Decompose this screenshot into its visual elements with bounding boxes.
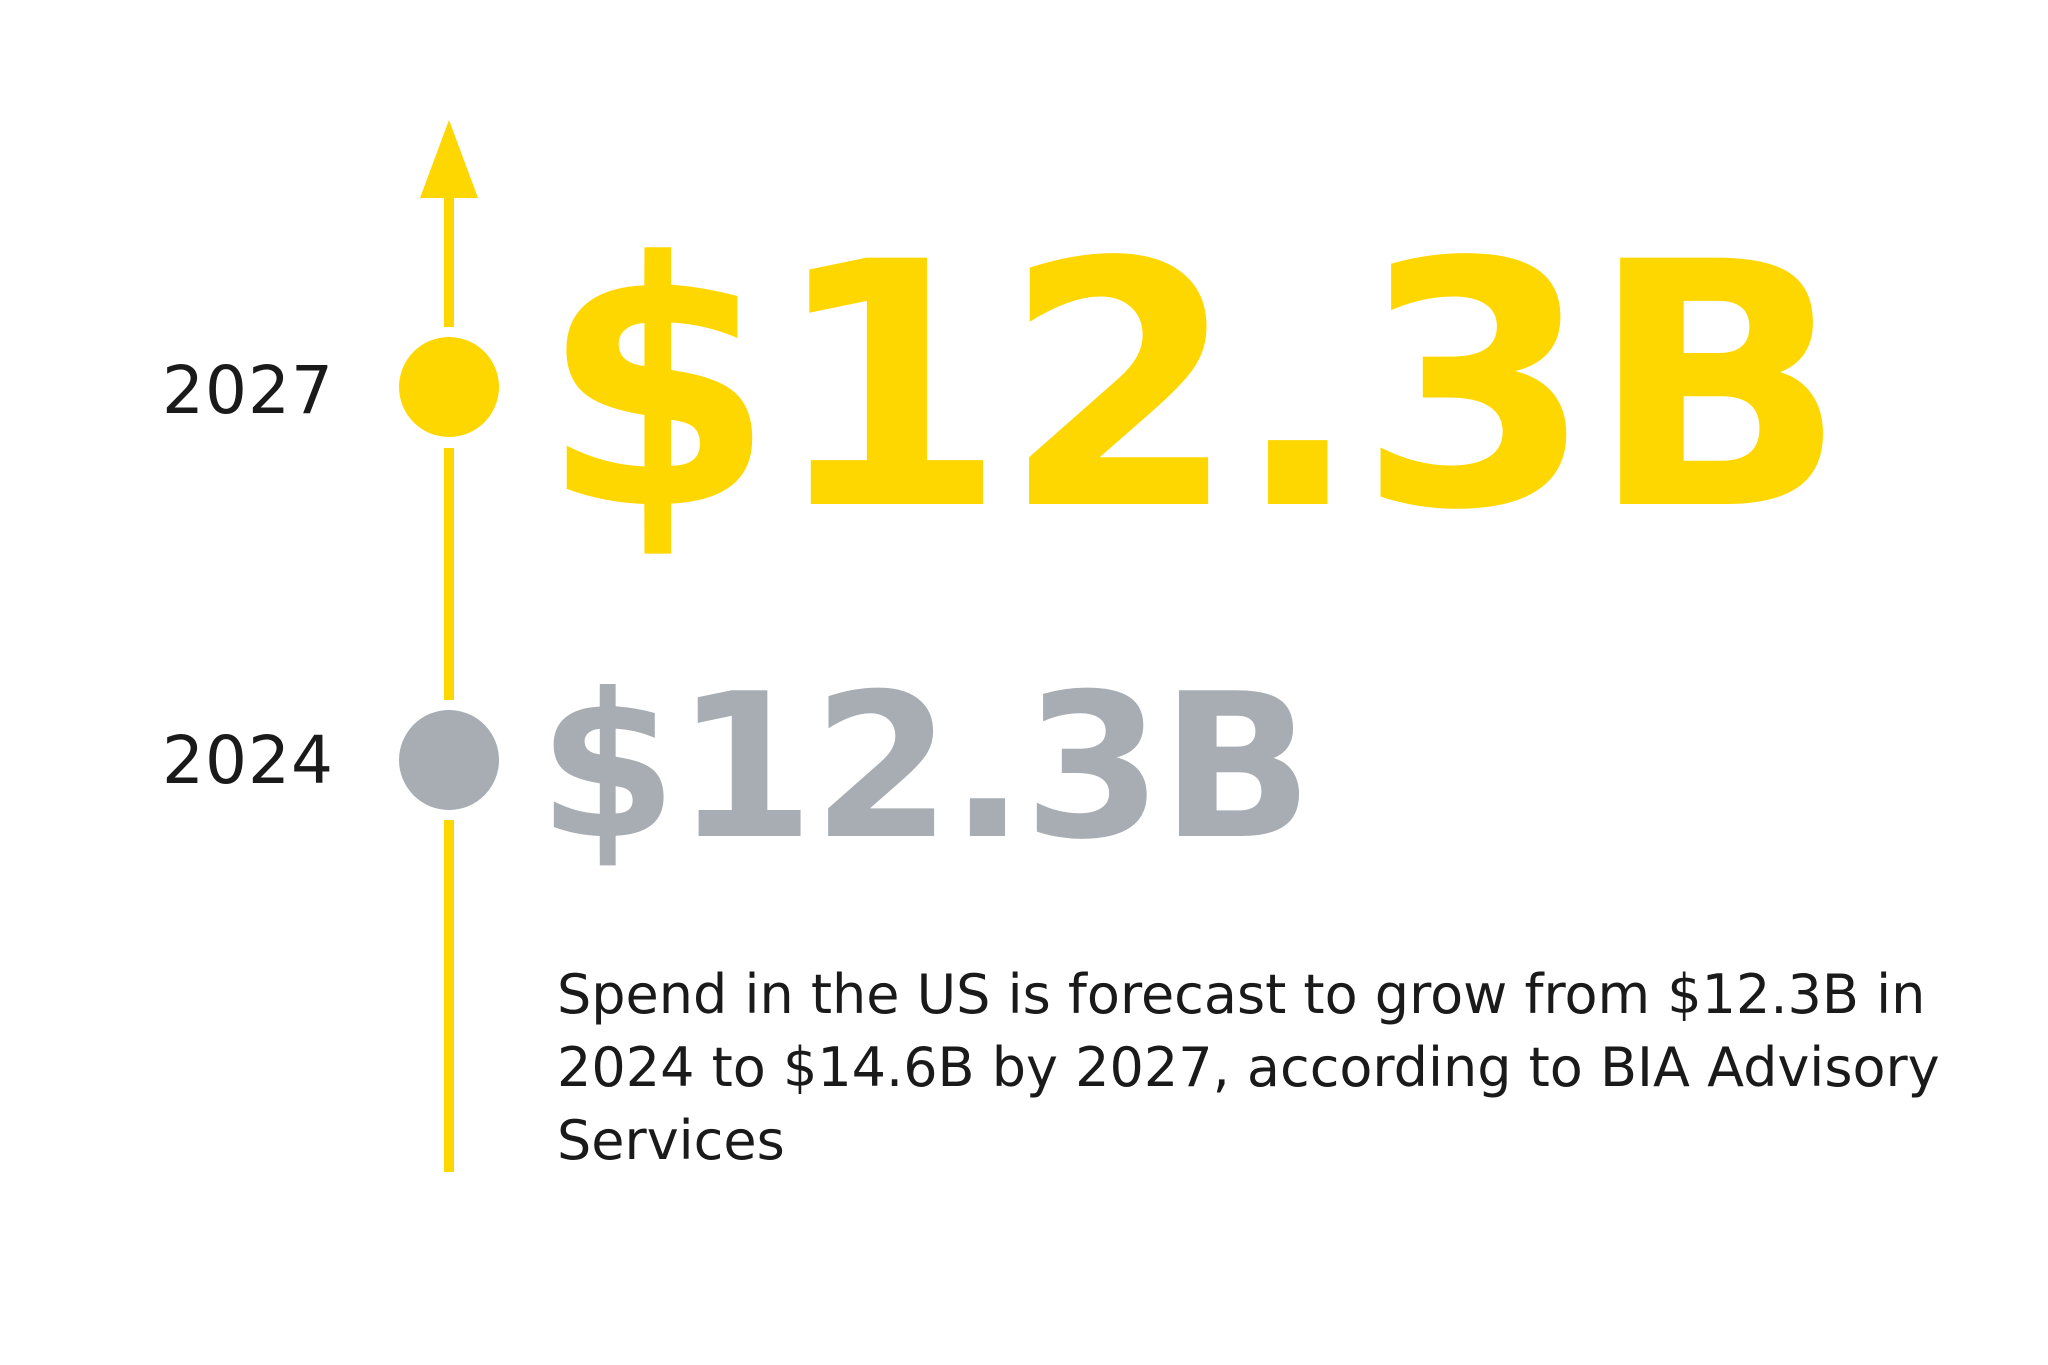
value-2024: $12.3B: [538, 651, 1313, 884]
arrow-up-icon: [420, 120, 478, 198]
marker-2027-icon: [399, 337, 499, 437]
value-2027: $12.3B: [540, 190, 1847, 584]
year-label-2027: 2027: [162, 352, 334, 429]
year-label-2024: 2024: [162, 722, 334, 799]
marker-2024-icon: [399, 710, 499, 810]
caption-text: Spend in the US is forecast to grow from…: [557, 963, 1940, 1172]
